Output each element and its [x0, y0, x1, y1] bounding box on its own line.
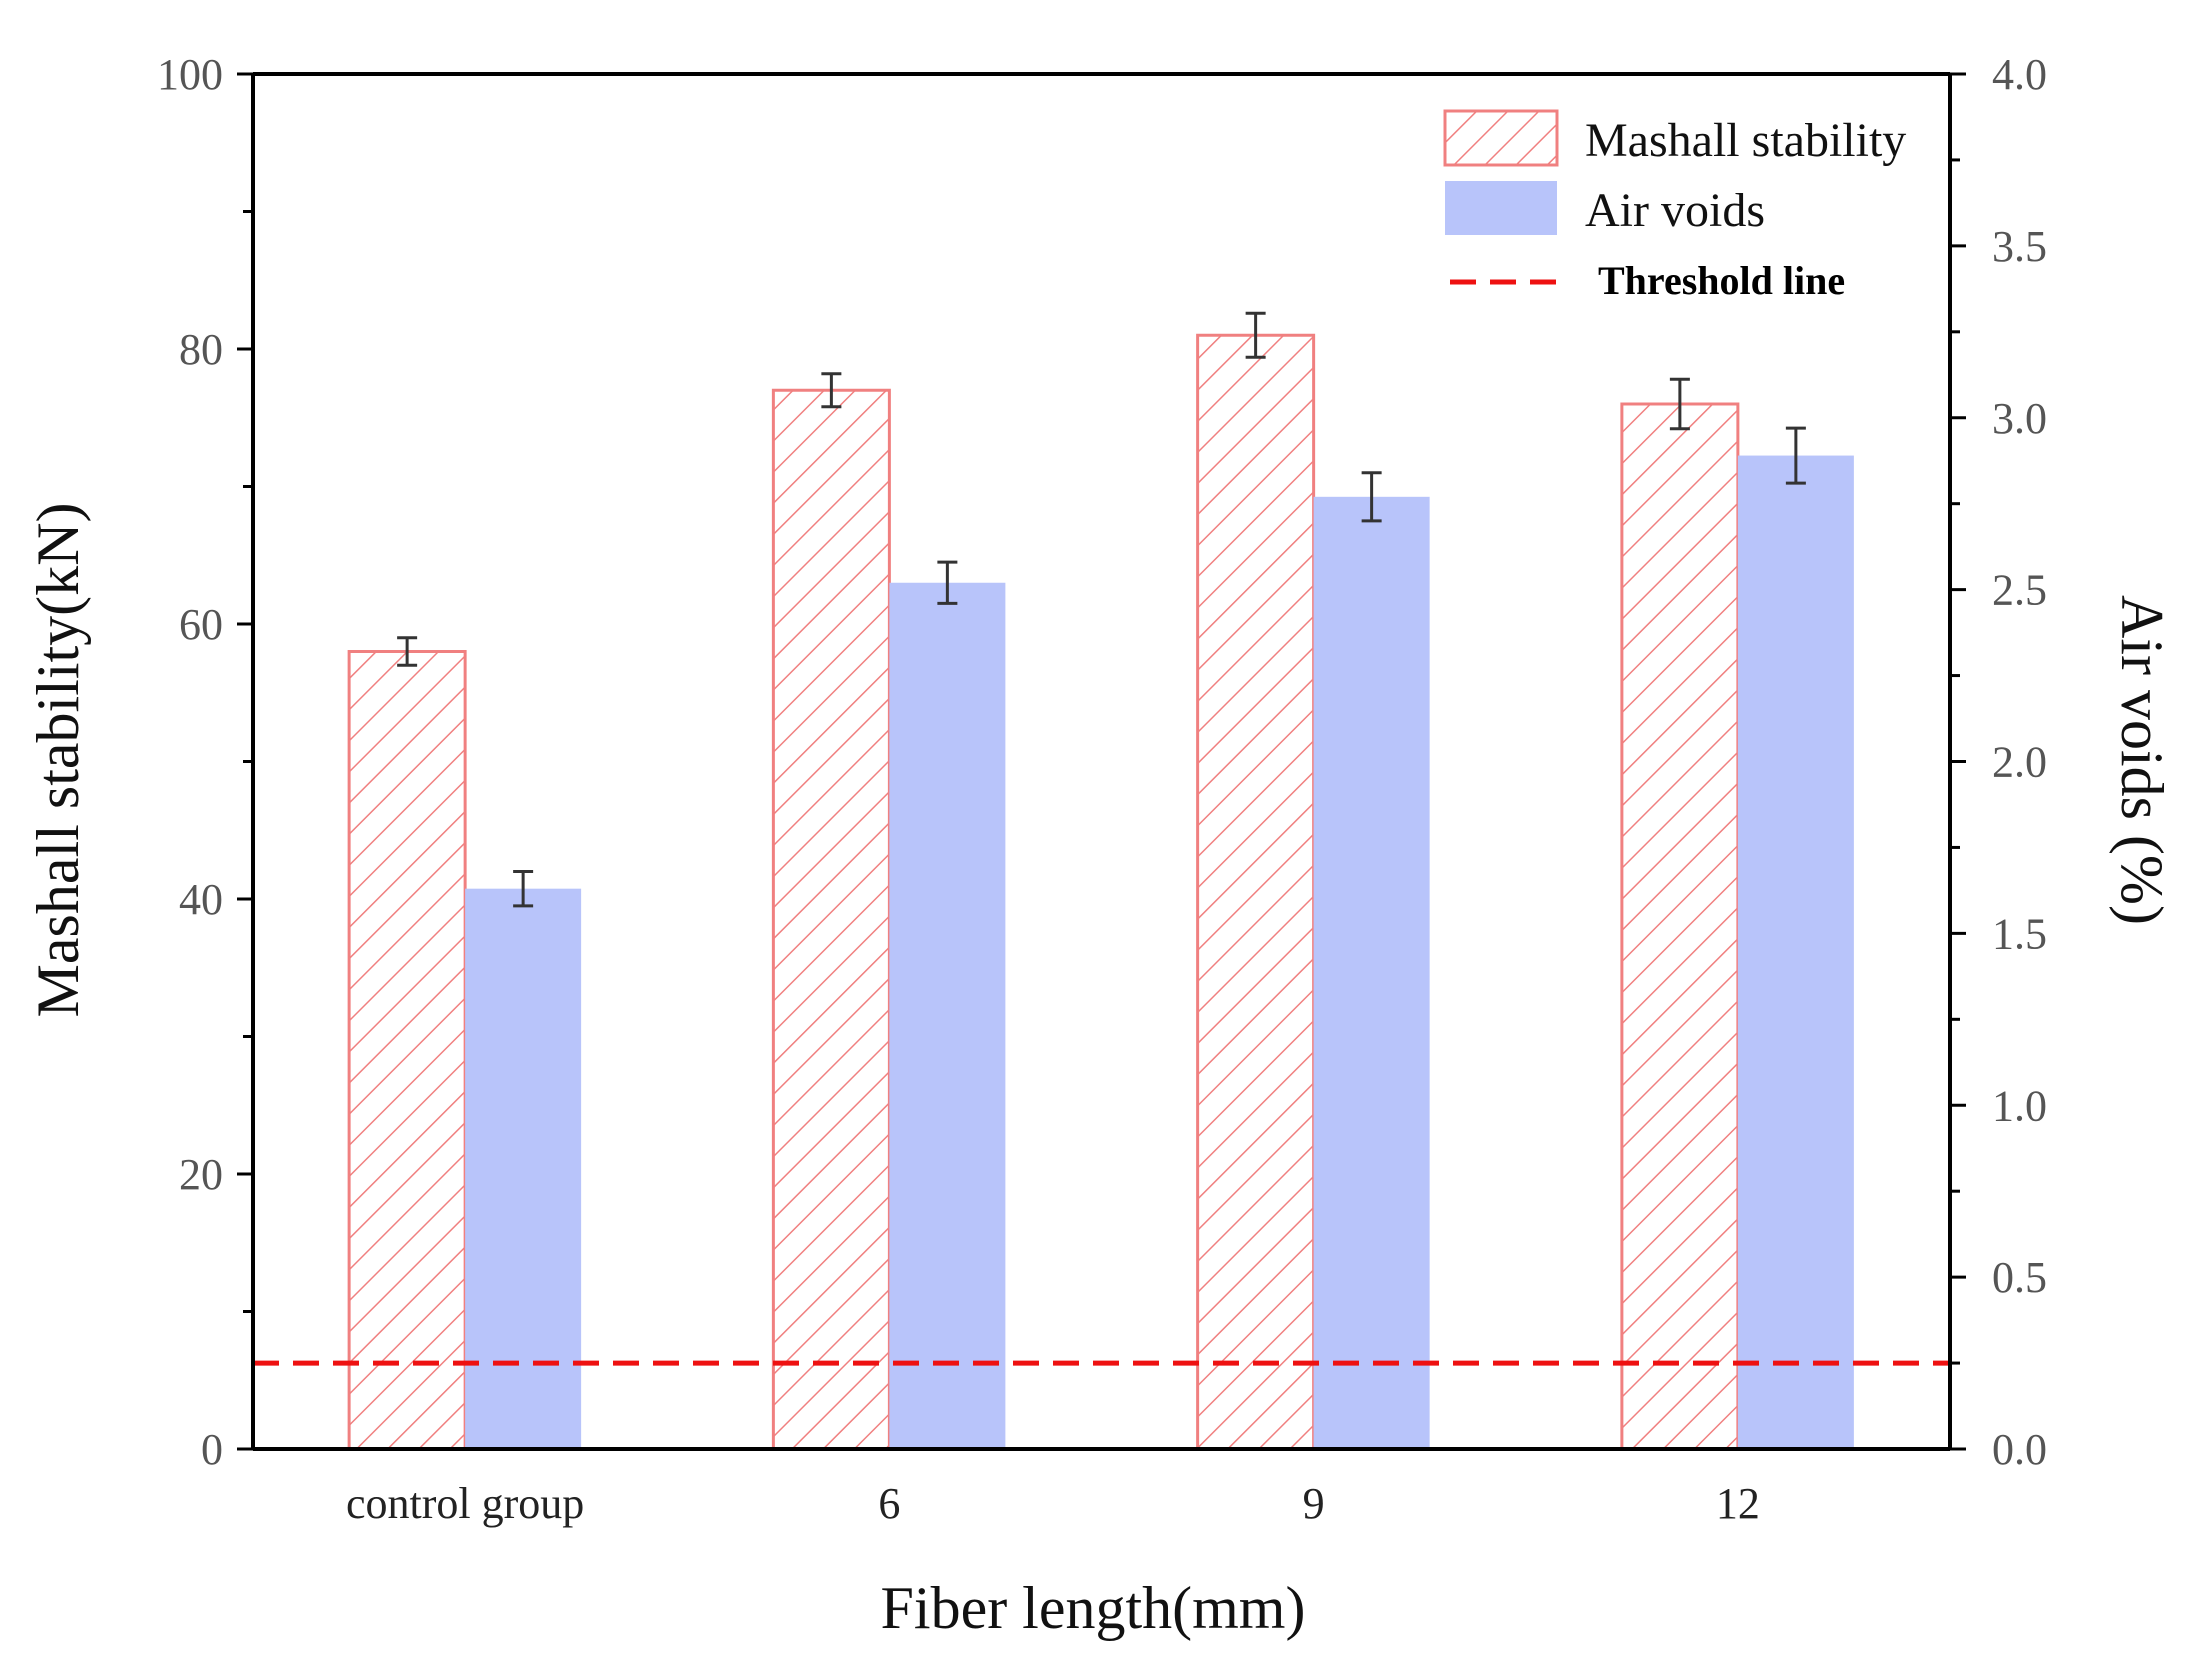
y-right-tick-label-3.0: 3.0	[1992, 394, 2047, 443]
airvoids-bar-1	[889, 582, 1006, 1449]
airvoids-bar-3	[1737, 455, 1854, 1449]
y-axis-right-title: Air voids (%)	[2109, 595, 2175, 925]
airvoids-bar-0	[465, 888, 582, 1449]
y-right-tick-label-4.0: 4.0	[1992, 50, 2047, 99]
y-axis-left-title: Mashall stability(kN)	[25, 503, 91, 1018]
y-left-tick-label-100: 100	[157, 50, 223, 99]
x-tick-label-2: 9	[1303, 1479, 1325, 1528]
axes: control group 6 9 12 0 20 40 60 80 100 0.0 0.5 1.0 1.…	[157, 50, 2047, 1528]
stability-bar-1	[771, 388, 891, 1451]
legend-swatch-stability	[1443, 109, 1559, 167]
airvoids-bar-2	[1313, 496, 1430, 1449]
legend-label-stability: Mashall stability	[1585, 114, 1906, 167]
error-bars	[397, 311, 1806, 908]
y-right-tick-label-2.0: 2.0	[1992, 738, 2047, 787]
airvoids-bars	[465, 455, 1854, 1449]
legend: Mashall stability Air voids Threshold li…	[1443, 109, 1906, 303]
y-right-tick-label-0.5: 0.5	[1992, 1253, 2047, 1302]
y-left-tick-label-60: 60	[179, 600, 223, 649]
y-right-tick-label-1.5: 1.5	[1992, 909, 2047, 958]
y-left-tick-label-0: 0	[201, 1425, 223, 1474]
y-right-tick-label-2.5: 2.5	[1992, 566, 2047, 615]
x-tick-label-1: 6	[878, 1479, 900, 1528]
legend-label-airvoids: Air voids	[1585, 184, 1765, 237]
x-axis-title: Fiber length(mm)	[881, 1575, 1306, 1641]
legend-swatch-airvoids	[1445, 181, 1557, 235]
y-right-tick-label-0.0: 0.0	[1992, 1425, 2047, 1474]
y-right-tick-label-1.0: 1.0	[1992, 1081, 2047, 1130]
y-left-tick-label-20: 20	[179, 1150, 223, 1199]
x-tick-label-0: control group	[346, 1479, 584, 1528]
x-tick-label-3: 12	[1716, 1479, 1760, 1528]
stability-bars	[347, 333, 1740, 1451]
stability-bar-2	[1196, 333, 1316, 1451]
stability-bar-0	[347, 650, 467, 1451]
stability-bar-3	[1620, 402, 1740, 1451]
y-right-tick-label-3.5: 3.5	[1992, 222, 2047, 271]
y-left-tick-label-80: 80	[179, 325, 223, 374]
legend-label-threshold: Threshold line	[1598, 258, 1845, 303]
y-left-tick-label-40: 40	[179, 875, 223, 924]
